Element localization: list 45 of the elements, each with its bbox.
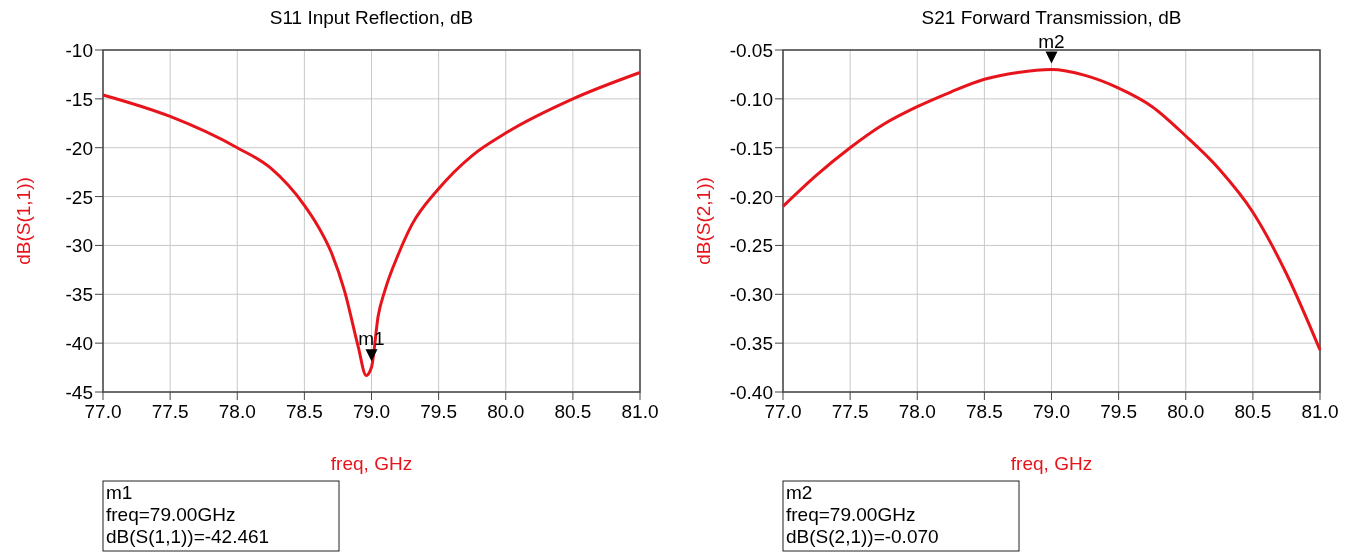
- y-axis-title: dB(S(1,1)): [13, 177, 34, 265]
- x-axis-title: freq, GHz: [330, 453, 413, 474]
- y-tick-label: -25: [65, 186, 93, 208]
- x-tick-label: 77.5: [151, 401, 189, 422]
- x-tick-label: 80.5: [1234, 401, 1272, 422]
- x-axis-title: freq, GHz: [1010, 453, 1093, 474]
- x-tick-label: 80.0: [487, 401, 525, 422]
- text: m1 freq=79.00GHz dB(S(1,1))=-42.461: [106, 482, 270, 547]
- x-tick-label: 80.0: [1167, 401, 1205, 422]
- line-series: [101, 70, 642, 377]
- x-tick-label: 77.5: [831, 401, 869, 422]
- x-tick-label: 78.0: [898, 401, 936, 422]
- y-tick-label: -0.05: [729, 40, 773, 61]
- y-tick-label: -0.30: [729, 284, 773, 306]
- x-tick-label: 77.0: [764, 401, 802, 422]
- y-tick-label: -35: [65, 284, 93, 306]
- text: m2 freq=79.00GHz dB(S(2,1))=-0.070: [786, 482, 939, 547]
- y-tick-label: -45: [65, 382, 93, 403]
- x-tick-label: 78.5: [965, 401, 1003, 422]
- y-tick-label: -30: [65, 235, 93, 257]
- x-tick-label: 79.5: [1100, 401, 1138, 422]
- x-tick-label: 79.5: [420, 401, 458, 422]
- y-tick-label: -0.10: [729, 88, 773, 110]
- x-tick-label: 78.0: [218, 401, 256, 422]
- y-axis-title: dB(S(2,1)): [693, 177, 714, 265]
- y-tick-label: -0.20: [729, 186, 773, 208]
- y-tick-label: -0.25: [729, 235, 773, 257]
- chart-title: S11 Input Reflection, dB: [269, 7, 474, 28]
- x-tick-label: 77.0: [84, 401, 122, 422]
- x-tick-label: 79.0: [353, 401, 390, 422]
- y-tick-label: -0.35: [729, 333, 773, 355]
- y-tick-label: -20: [65, 137, 93, 159]
- chart-title: S21 Forward Transmission, dB: [921, 7, 1182, 28]
- line-series: [781, 68, 1322, 352]
- x-tick-label: 78.5: [285, 401, 323, 422]
- x-tick-label: 80.5: [554, 401, 592, 422]
- y-tick-label: -10: [65, 40, 93, 61]
- x-tick-label: 81.0: [1301, 401, 1339, 422]
- y-tick-label: -0.15: [729, 137, 773, 159]
- y-tick-label: -0.40: [729, 382, 773, 403]
- annotation: m2: [1038, 30, 1065, 52]
- y-tick-label: -15: [65, 88, 93, 110]
- x-tick-label: 81.0: [621, 401, 659, 422]
- x-tick-label: 79.0: [1033, 401, 1070, 422]
- y-tick-label: -40: [65, 333, 93, 355]
